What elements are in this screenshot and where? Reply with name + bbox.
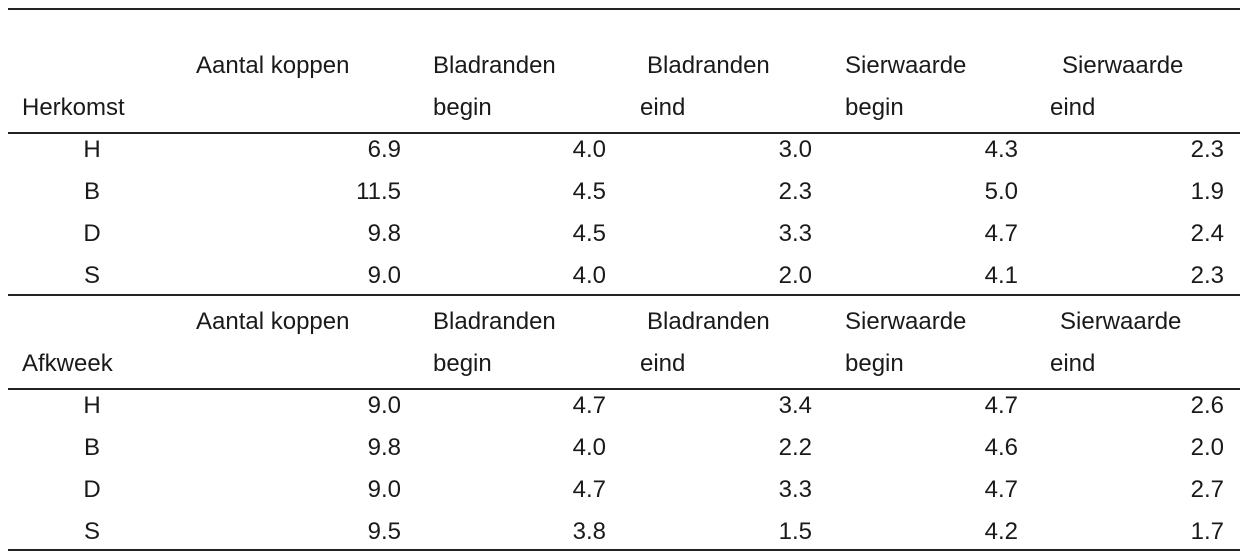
column-header-sierwaarde-eind-line1: Sierwaarde — [1062, 52, 1184, 79]
cell-bladranden-eind: 2.2 — [778, 434, 812, 461]
cell-sierwaarde-begin: 4.7 — [984, 476, 1018, 503]
cell-bladranden-begin: 4.7 — [572, 392, 606, 419]
cell-sierwaarde-begin: 5.0 — [984, 178, 1018, 205]
row-header-label: Afkweek — [22, 350, 113, 377]
cell-sierwaarde-eind: 2.7 — [1190, 476, 1224, 503]
table-top-rule — [8, 8, 1240, 10]
cell-bladranden-begin: 4.5 — [572, 220, 606, 247]
row-label: B — [83, 178, 100, 205]
column-header-bladranden-begin-line2: begin — [433, 94, 492, 121]
column-header-bladranden-eind-line1: Bladranden — [647, 308, 770, 335]
cell-bladranden-eind: 3.0 — [778, 136, 812, 163]
row-label: S — [83, 518, 100, 545]
cell-sierwaarde-begin: 4.1 — [984, 262, 1018, 289]
cell-bladranden-begin: 4.7 — [572, 476, 606, 503]
row-label: B — [83, 434, 100, 461]
column-header-sierwaarde-begin-line1: Sierwaarde — [845, 308, 967, 335]
column-header-bladranden-begin-line1: Bladranden — [433, 52, 556, 79]
cell-aantal-koppen: 9.0 — [367, 262, 401, 289]
cell-aantal-koppen: 9.5 — [367, 518, 401, 545]
cell-bladranden-eind: 2.0 — [778, 262, 812, 289]
column-header-sierwaarde-begin-line1: Sierwaarde — [845, 52, 967, 79]
cell-sierwaarde-eind: 2.3 — [1190, 136, 1224, 163]
header-rule-2 — [8, 388, 1240, 390]
row-label: H — [83, 392, 101, 419]
cell-sierwaarde-eind: 2.4 — [1190, 220, 1224, 247]
column-header-sierwaarde-begin-line2: begin — [845, 94, 904, 121]
table-bottom-rule — [8, 549, 1240, 551]
cell-sierwaarde-eind: 2.6 — [1190, 392, 1224, 419]
column-header-aantal-koppen: Aantal koppen — [196, 308, 350, 335]
cell-bladranden-eind: 1.5 — [778, 518, 812, 545]
cell-bladranden-begin: 4.5 — [572, 178, 606, 205]
cell-bladranden-begin: 4.0 — [572, 136, 606, 163]
cell-sierwaarde-eind: 2.0 — [1190, 434, 1224, 461]
cell-aantal-koppen: 9.0 — [367, 392, 401, 419]
cell-sierwaarde-begin: 4.7 — [984, 392, 1018, 419]
column-header-sierwaarde-eind-line2: eind — [1050, 350, 1096, 377]
cell-bladranden-eind: 3.4 — [778, 392, 812, 419]
row-label: S — [83, 262, 100, 289]
column-header-bladranden-eind-line2: eind — [640, 350, 686, 377]
cell-aantal-koppen: 11.5 — [356, 178, 401, 205]
cell-bladranden-begin: 3.8 — [572, 518, 606, 545]
cell-sierwaarde-eind: 2.3 — [1190, 262, 1224, 289]
column-header-bladranden-begin-line2: begin — [433, 350, 492, 377]
cell-aantal-koppen: 9.8 — [367, 220, 401, 247]
section-divider-rule — [8, 294, 1240, 296]
column-header-bladranden-eind-line2: eind — [640, 94, 686, 121]
row-label: D — [83, 476, 101, 503]
column-header-aantal-koppen: Aantal koppen — [196, 52, 350, 79]
cell-sierwaarde-eind: 1.7 — [1190, 518, 1224, 545]
row-label: H — [83, 136, 101, 163]
cell-bladranden-eind: 3.3 — [778, 476, 812, 503]
cell-aantal-koppen: 9.0 — [367, 476, 401, 503]
column-header-sierwaarde-eind-line1: Sierwaarde — [1060, 308, 1182, 335]
column-header-sierwaarde-eind-line2: eind — [1050, 94, 1096, 121]
column-header-bladranden-begin-line1: Bladranden — [433, 308, 556, 335]
column-header-bladranden-eind-line1: Bladranden — [647, 52, 770, 79]
row-header-label: Herkomst — [22, 94, 125, 121]
cell-bladranden-begin: 4.0 — [572, 434, 606, 461]
cell-aantal-koppen: 6.9 — [367, 136, 401, 163]
cell-aantal-koppen: 9.8 — [367, 434, 401, 461]
cell-sierwaarde-begin: 4.7 — [984, 220, 1018, 247]
row-label: D — [83, 220, 101, 247]
cell-bladranden-eind: 2.3 — [778, 178, 812, 205]
header-rule-1 — [8, 132, 1240, 134]
cell-sierwaarde-begin: 4.3 — [984, 136, 1018, 163]
column-header-sierwaarde-begin-line2: begin — [845, 350, 904, 377]
cell-bladranden-eind: 3.3 — [778, 220, 812, 247]
cell-sierwaarde-begin: 4.6 — [984, 434, 1018, 461]
cell-bladranden-begin: 4.0 — [572, 262, 606, 289]
cell-sierwaarde-begin: 4.2 — [984, 518, 1018, 545]
cell-sierwaarde-eind: 1.9 — [1190, 178, 1224, 205]
